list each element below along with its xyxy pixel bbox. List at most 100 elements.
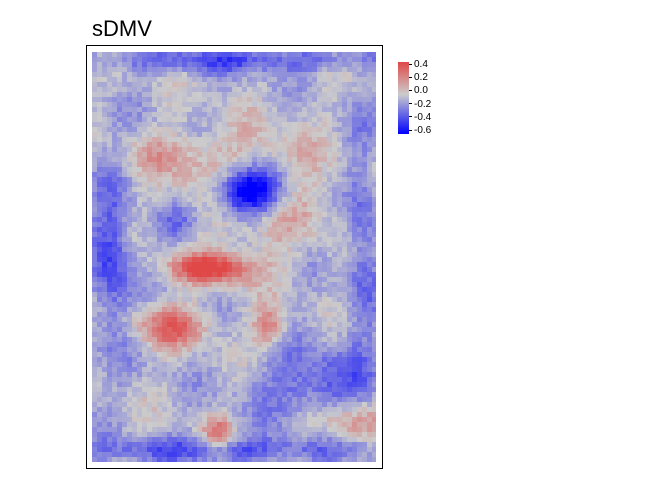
heatmap-cell [262, 402, 268, 408]
heatmap-cell [267, 272, 273, 278]
heatmap-cell [307, 227, 313, 233]
heatmap-cell [127, 272, 133, 278]
heatmap-cell [197, 227, 203, 233]
heatmap-cell [102, 122, 108, 128]
heatmap-cell [312, 107, 318, 113]
heatmap-cell [327, 182, 333, 188]
heatmap-cell [142, 112, 148, 118]
heatmap-cell [337, 142, 343, 148]
heatmap-cell [327, 427, 333, 433]
heatmap-cell [92, 352, 98, 358]
heatmap-cell [242, 132, 248, 138]
heatmap-cell [207, 367, 213, 373]
heatmap-cell [242, 152, 248, 158]
heatmap-cell [272, 257, 278, 263]
heatmap-cell [337, 352, 343, 358]
heatmap-cell [212, 167, 218, 173]
heatmap-cell [297, 112, 303, 118]
heatmap-cell [342, 132, 348, 138]
heatmap-cell [252, 312, 258, 318]
heatmap-cell [237, 247, 243, 253]
heatmap-cell [367, 92, 373, 98]
heatmap-cell [332, 232, 338, 238]
heatmap-cell [347, 202, 353, 208]
heatmap-cell [222, 172, 228, 178]
heatmap-cell [252, 377, 258, 383]
heatmap-cell [142, 82, 148, 88]
heatmap-cell [307, 262, 313, 268]
heatmap-cell [177, 57, 183, 63]
heatmap-cell [117, 302, 123, 308]
heatmap-cell [182, 202, 188, 208]
heatmap-cell [342, 342, 348, 348]
heatmap-cell [197, 262, 203, 268]
heatmap-cell [317, 402, 323, 408]
heatmap-cell [202, 427, 208, 433]
heatmap-cell [107, 137, 113, 143]
heatmap-cell [192, 277, 198, 283]
heatmap-cell [302, 257, 308, 263]
heatmap-cell [132, 352, 138, 358]
heatmap-cell [307, 272, 313, 278]
heatmap-cell [337, 117, 343, 123]
heatmap-cell [322, 372, 328, 378]
heatmap-cell [292, 132, 298, 138]
heatmap-cell [147, 252, 153, 258]
heatmap-cell [237, 457, 243, 462]
heatmap-cell [282, 52, 288, 58]
heatmap-cell [307, 352, 313, 358]
heatmap-cell [232, 77, 238, 83]
heatmap-cell [367, 192, 373, 198]
heatmap-cell [277, 427, 283, 433]
heatmap-cell [362, 427, 368, 433]
heatmap-cell [357, 172, 363, 178]
heatmap-cell [347, 297, 353, 303]
heatmap-cell [322, 437, 328, 443]
heatmap-cell [187, 447, 193, 453]
heatmap-cell [297, 127, 303, 133]
heatmap-cell [277, 422, 283, 428]
heatmap-cell [157, 257, 163, 263]
heatmap-cell [127, 132, 133, 138]
heatmap-cell [247, 417, 253, 423]
heatmap-cell [347, 152, 353, 158]
heatmap-cell [307, 322, 313, 328]
heatmap-cell [297, 217, 303, 223]
heatmap-cell [147, 457, 153, 462]
heatmap-cell [327, 72, 333, 78]
heatmap-cell [97, 57, 103, 63]
heatmap-cell [232, 372, 238, 378]
heatmap-cell [357, 142, 363, 148]
heatmap-cell [217, 337, 223, 343]
heatmap-cell [337, 147, 343, 153]
heatmap-cell [312, 302, 318, 308]
heatmap-cell [252, 382, 258, 388]
heatmap-cell [267, 212, 273, 218]
heatmap-cell [232, 142, 238, 148]
heatmap-cell [367, 452, 373, 458]
heatmap-cell [222, 62, 228, 68]
heatmap-cell [207, 52, 213, 58]
heatmap-cell [167, 122, 173, 128]
heatmap-cell [172, 177, 178, 183]
heatmap-cell [232, 97, 238, 103]
heatmap-cell [312, 332, 318, 338]
heatmap-cell [292, 182, 298, 188]
heatmap-cell [362, 407, 368, 413]
heatmap-cell [267, 192, 273, 198]
heatmap-cell [102, 172, 108, 178]
heatmap-cell [132, 137, 138, 143]
heatmap-cell [147, 387, 153, 393]
heatmap-cell [167, 307, 173, 313]
heatmap-cell [107, 407, 113, 413]
heatmap-cell [282, 97, 288, 103]
heatmap-cell [277, 297, 283, 303]
heatmap-cell [332, 137, 338, 143]
heatmap-cell [317, 322, 323, 328]
heatmap-cell [362, 457, 368, 462]
heatmap-cell [147, 352, 153, 358]
heatmap-cell [172, 432, 178, 438]
heatmap-cell [352, 377, 358, 383]
heatmap-cell [252, 402, 258, 408]
heatmap-cell [107, 342, 113, 348]
